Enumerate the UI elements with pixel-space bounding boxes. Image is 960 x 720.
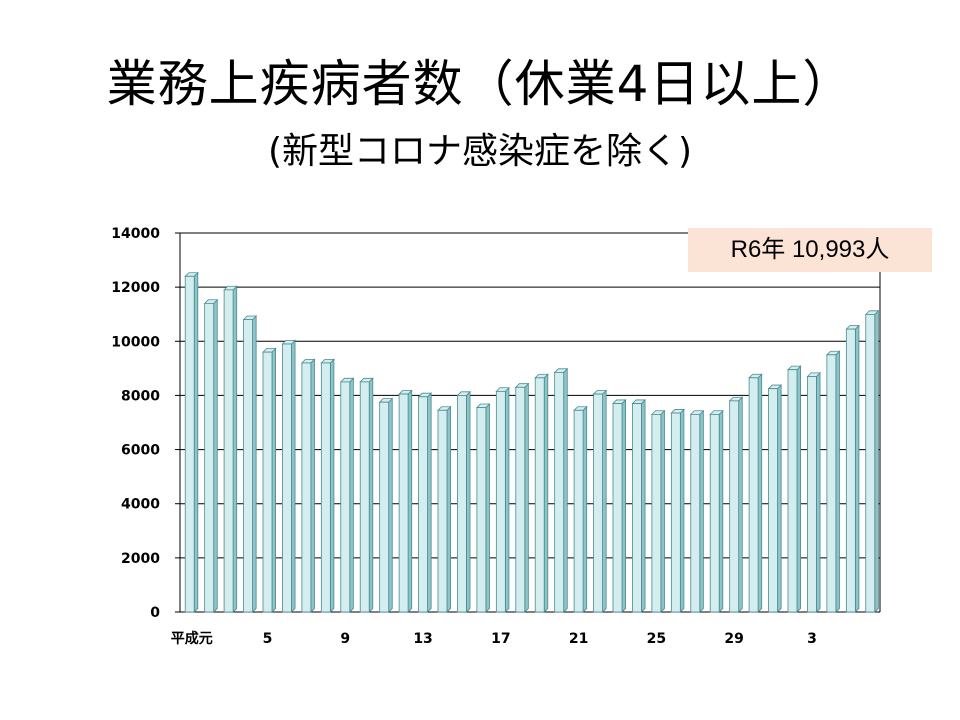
y-tick-label: 6000 (121, 443, 160, 459)
bar (223, 289, 234, 613)
bar (301, 362, 312, 613)
bar-side (407, 389, 413, 613)
bar-side (388, 397, 393, 613)
bar (282, 343, 292, 613)
x-tick-label: 13 (413, 631, 432, 647)
bar (651, 413, 662, 613)
bar-side (485, 403, 490, 613)
bar (845, 328, 856, 613)
bar (398, 393, 409, 613)
bar (748, 377, 759, 613)
bar-side (757, 373, 763, 613)
bar (379, 401, 390, 613)
bar (340, 381, 351, 613)
bar-side (816, 371, 821, 613)
bar-side (466, 390, 471, 613)
x-tick-label: 平成元 (171, 630, 213, 647)
x-tick-label: 25 (647, 631, 666, 647)
bar (437, 409, 448, 613)
bar-side (777, 384, 782, 613)
bar-side (602, 389, 607, 613)
bar (418, 396, 428, 613)
y-tick-label: 8000 (121, 388, 160, 404)
bar (457, 395, 467, 613)
page-title: 業務上疾病者数（休業4日以上） (106, 55, 854, 113)
bar-side (232, 285, 238, 613)
bar (534, 377, 545, 613)
bar (184, 275, 195, 613)
bar-side (329, 358, 335, 613)
bar (826, 354, 837, 613)
bar (573, 409, 584, 613)
bar-side (796, 365, 801, 613)
page-subtitle: (新型コロナ感染症を除く) (267, 131, 693, 172)
bar (359, 381, 370, 613)
bar (243, 319, 253, 613)
bar-side (368, 377, 374, 613)
bar-side (427, 392, 432, 613)
bar (768, 388, 778, 613)
bar-side (854, 324, 860, 613)
bar-side (504, 386, 510, 613)
bar (320, 362, 331, 613)
x-tick-label: 5 (263, 631, 273, 647)
bar (612, 403, 623, 613)
bar (865, 314, 876, 613)
bar-side (718, 409, 724, 613)
x-tick-label: 17 (491, 631, 510, 647)
bar (204, 302, 215, 613)
bar-side (291, 339, 296, 613)
x-tick-label: 9 (340, 631, 350, 647)
bar-side (738, 396, 743, 613)
y-tick-label: 0 (150, 605, 160, 621)
y-tick-label: 14000 (111, 226, 160, 242)
bar-side (582, 405, 588, 613)
bar (495, 390, 506, 613)
bar (787, 369, 798, 613)
x-tick-label: 3 (807, 631, 817, 647)
bar-side (660, 409, 665, 613)
bar (709, 413, 720, 613)
bar-side (641, 398, 646, 613)
bar (807, 376, 817, 613)
bar-side (252, 315, 257, 613)
y-tick-label: 4000 (121, 497, 160, 513)
bar-side (349, 377, 354, 613)
bar (476, 407, 487, 613)
x-tick-label: 29 (724, 631, 743, 647)
bar-side (835, 350, 840, 613)
bar-side (213, 298, 218, 613)
y-tick-label: 2000 (121, 551, 160, 567)
bar-side (310, 358, 315, 613)
bar-side (543, 373, 549, 613)
bar-side (563, 367, 568, 613)
bar-side (524, 382, 529, 613)
y-tick-label: 12000 (111, 280, 160, 296)
y-tick-label: 10000 (111, 334, 160, 350)
bar (632, 403, 642, 613)
bar-side (679, 408, 685, 613)
latest-value-callout: R6年 10,993人 (688, 228, 932, 272)
bar-side (446, 405, 452, 613)
bar (515, 386, 526, 613)
bar (690, 413, 701, 613)
bar (670, 412, 681, 613)
x-tick-label: 21 (569, 631, 588, 647)
bar (554, 372, 565, 613)
bar-side (699, 409, 704, 613)
bar (729, 400, 740, 613)
bar-side (621, 398, 626, 613)
bar-side (193, 271, 199, 613)
bar-side (271, 347, 277, 613)
bar (593, 393, 603, 613)
bar (262, 351, 273, 613)
bar-side (874, 309, 879, 613)
